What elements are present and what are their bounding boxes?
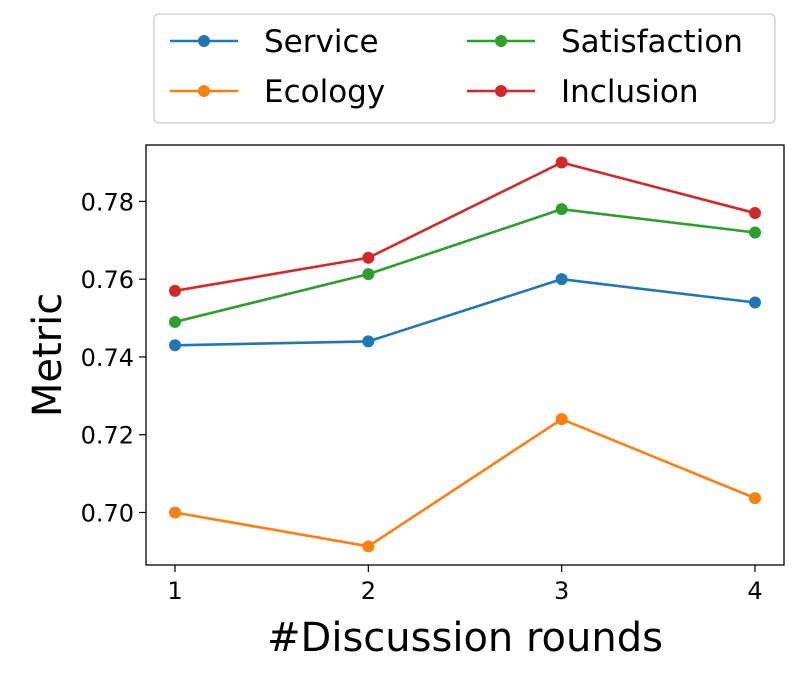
- series-line: [174, 161, 756, 293]
- legend-item-satisfaction: Satisfaction: [467, 24, 743, 60]
- legend-label: Service: [264, 24, 379, 60]
- x-tick-label: 2: [361, 577, 376, 605]
- legend-swatch-marker: [495, 85, 507, 97]
- data-point: [555, 156, 568, 169]
- legend-item-ecology: Ecology: [170, 74, 385, 110]
- series-ecology: [169, 413, 761, 553]
- series-satisfaction: [169, 203, 761, 328]
- series-line: [174, 417, 756, 548]
- x-axis-title: #Discussion rounds: [267, 615, 663, 661]
- y-tick-label: 0.72: [81, 422, 134, 450]
- plot-area: [145, 144, 785, 566]
- series-layer: [169, 156, 761, 553]
- data-point: [169, 506, 181, 519]
- y-axis-title: Metric: [25, 293, 71, 417]
- data-point: [555, 273, 568, 286]
- legend: Service Ecology Satisfaction Inclusion: [153, 13, 776, 124]
- data-point: [169, 284, 181, 297]
- legend-item-service: Service: [170, 24, 379, 60]
- data-point: [555, 203, 568, 216]
- legend-label: Inclusion: [561, 74, 698, 110]
- data-point: [362, 540, 375, 553]
- data-point: [169, 339, 181, 352]
- data-point: [362, 268, 375, 281]
- legend-label: Satisfaction: [561, 24, 743, 60]
- data-point: [362, 335, 375, 348]
- series-line: [174, 207, 756, 324]
- legend-swatch-marker: [198, 35, 210, 47]
- y-tick-label: 0.78: [81, 188, 134, 216]
- y-tick-label: 0.74: [81, 344, 134, 372]
- y-tick-label: 0.70: [81, 500, 134, 528]
- legend-label: Ecology: [264, 74, 385, 110]
- axis-ticks: 1 2 3 4 0.70 0.72 0.74 0.76 0.78: [81, 188, 763, 605]
- data-point: [749, 226, 761, 239]
- legend-box: [153, 13, 776, 124]
- data-point: [749, 207, 761, 220]
- series-inclusion: [169, 156, 761, 297]
- data-point: [749, 296, 761, 309]
- data-point: [169, 315, 181, 328]
- data-point: [555, 413, 568, 426]
- x-tick-label: 4: [747, 577, 762, 605]
- x-tick-label: 3: [554, 577, 569, 605]
- data-point: [362, 251, 375, 264]
- x-tick-label: 1: [167, 577, 182, 605]
- y-tick-label: 0.76: [81, 266, 134, 294]
- legend-swatch-marker: [495, 35, 507, 47]
- series-line: [174, 277, 756, 347]
- legend-item-inclusion: Inclusion: [467, 74, 698, 110]
- legend-swatch-marker: [198, 85, 210, 97]
- series-service: [169, 273, 761, 352]
- data-point: [749, 492, 761, 505]
